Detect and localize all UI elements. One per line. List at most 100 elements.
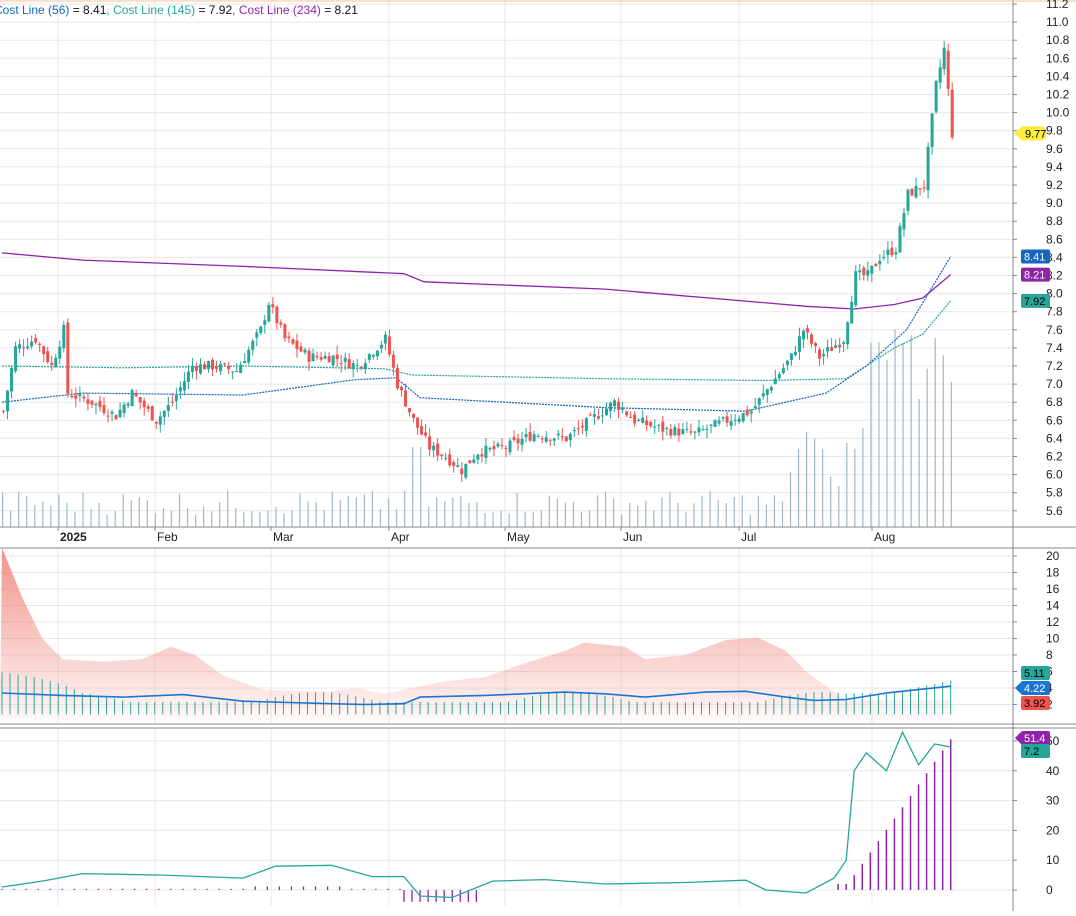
value-badge: 8.41 [1021, 249, 1050, 264]
volume-bar [130, 500, 132, 527]
candle [14, 341, 18, 374]
candle [584, 417, 588, 437]
candle [367, 353, 371, 364]
candle-body [765, 389, 769, 396]
candle [90, 400, 94, 408]
candle-body [86, 399, 90, 404]
badge-box [1021, 744, 1050, 758]
candle-body [596, 416, 600, 419]
candle [255, 328, 259, 347]
candle [38, 342, 42, 353]
candlesticks[interactable] [2, 40, 954, 482]
candle [544, 431, 548, 444]
candle-body [395, 367, 399, 389]
volume-bar [934, 337, 936, 527]
candle [480, 447, 484, 463]
candle-body [830, 347, 834, 351]
volume-bar [323, 509, 325, 527]
candle [733, 413, 737, 426]
candle [564, 435, 568, 443]
candle [319, 352, 323, 362]
candle-body [134, 392, 138, 397]
candle-body [416, 417, 420, 428]
candle-body [504, 448, 508, 450]
indicator-area [0, 547, 951, 721]
volume-bar [468, 503, 470, 527]
candle [508, 437, 512, 456]
axis-tick-label: 14 [1046, 599, 1060, 613]
legend-value: = 8.21 [321, 3, 358, 17]
candle-body [468, 460, 472, 464]
candle-body [741, 412, 745, 422]
volume-bar [926, 368, 928, 527]
candle [781, 363, 785, 375]
volume-bar [878, 342, 880, 527]
candle [854, 265, 858, 308]
volume-bar [58, 494, 60, 527]
volume-bar [82, 492, 84, 527]
axis-tick-label: 10 [1046, 853, 1060, 867]
candle [657, 423, 661, 432]
candle [130, 388, 134, 407]
candle [617, 397, 621, 419]
candle [520, 431, 524, 452]
candle-body [355, 364, 359, 366]
candle [810, 332, 814, 348]
legend-label: Cost Line (56) [0, 3, 69, 17]
volume-bar [556, 498, 558, 527]
candle [424, 424, 428, 438]
candle-body [697, 427, 701, 433]
volume-bar [701, 495, 703, 527]
candle-body [166, 404, 170, 411]
candle-body [170, 401, 174, 403]
candle-body [781, 368, 785, 374]
legend-value: = 7.92 [195, 3, 232, 17]
badge-box [1014, 126, 1047, 141]
volume-bar [524, 511, 526, 527]
candle-body [894, 252, 898, 255]
volume-bar [460, 495, 462, 527]
candle [621, 401, 625, 414]
candle [476, 453, 480, 465]
value-badge: 7.2 [1021, 744, 1050, 758]
indicator-panel-2 [1, 730, 952, 902]
candle [22, 338, 26, 357]
axis-tick-label: 12 [1046, 615, 1060, 629]
candle-body [436, 443, 440, 456]
candle [359, 365, 363, 371]
volume-bar [637, 505, 639, 527]
candle [198, 358, 202, 375]
candle-body [532, 434, 536, 442]
axis-tick-label: 40 [1046, 764, 1060, 778]
candle-body [806, 328, 809, 333]
candle-body [464, 463, 468, 478]
volume-bar [444, 501, 446, 527]
candle [190, 357, 194, 379]
candle-body [701, 429, 705, 431]
candle-body [375, 350, 379, 357]
candle [882, 250, 886, 261]
volume-bar [886, 360, 888, 527]
volume-bar [315, 502, 317, 527]
axis-tick-label: 8.0 [1046, 287, 1063, 301]
candle-body [838, 344, 842, 348]
candle [830, 338, 834, 351]
candle-body [938, 67, 942, 83]
candle [178, 381, 182, 399]
volume-bar [677, 502, 679, 527]
candle [548, 438, 552, 447]
candle-body [70, 395, 74, 398]
candle [641, 410, 645, 424]
candle-body [629, 416, 633, 418]
candle [54, 353, 58, 368]
volume-bar [26, 495, 28, 527]
candle-body [625, 411, 629, 416]
candle-body [323, 356, 327, 359]
candle-body [862, 267, 866, 276]
axis-tick-label: 10.8 [1046, 33, 1070, 47]
candle-body [182, 381, 186, 391]
candle [633, 411, 637, 427]
volume-bar [114, 510, 116, 527]
